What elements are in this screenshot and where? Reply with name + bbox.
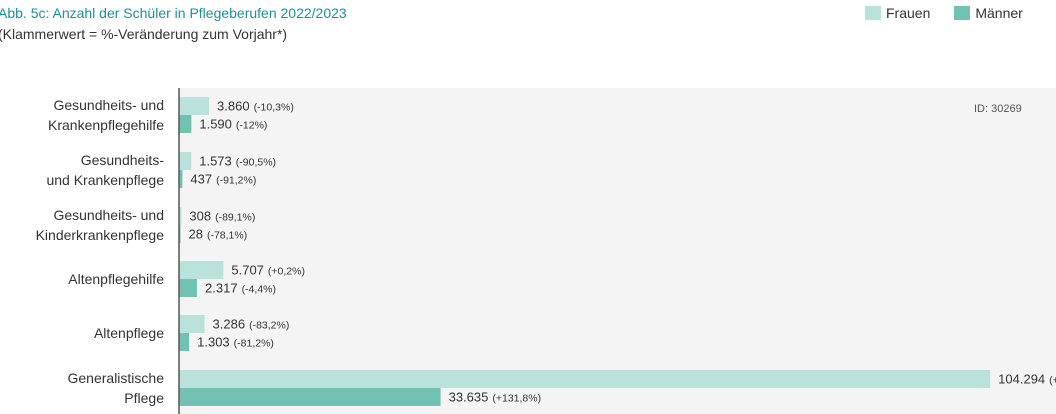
category-label: Altenpflege	[94, 325, 164, 341]
change-percent: (-89,1%)	[215, 212, 255, 224]
chart-id-label: ID: 30269	[974, 103, 1022, 115]
legend-item-maenner: Männer	[954, 5, 1023, 21]
legend-swatch-maenner	[954, 6, 971, 20]
change-percent: (-10,3%)	[254, 102, 294, 114]
data-label-maenner: 28 (-78,1%)	[189, 227, 248, 242]
legend-swatch-frauen	[865, 6, 881, 20]
chart-subtitle: (Klammerwert = %-Veränderung zum Vorjahr…	[0, 26, 288, 42]
change-percent: (-12%)	[236, 120, 268, 132]
bar-frauen	[179, 261, 224, 279]
category-label: Gesundheits-	[81, 152, 165, 168]
change-percent: (-4,4%)	[242, 284, 276, 296]
data-value: 1.573	[199, 154, 232, 169]
category-label: Altenpflegehilfe	[68, 271, 164, 287]
bar-frauen	[179, 207, 182, 225]
data-label-frauen: 3.286 (-83,2%)	[213, 317, 290, 332]
bar-maenner	[179, 333, 190, 351]
data-value: 28	[189, 227, 203, 242]
category-label: Gesundheits- und	[53, 207, 164, 223]
data-label-maenner: 2.317 (-4,4%)	[205, 281, 276, 296]
category-label: Krankenpflegehilfe	[48, 117, 164, 133]
data-label-maenner: 1.303 (-81,2%)	[197, 335, 274, 350]
data-label-frauen: 3.860 (-10,3%)	[217, 99, 294, 114]
data-label-frauen: 5.707 (+0,2%)	[231, 263, 305, 278]
bar-frauen	[179, 152, 192, 170]
data-label-maenner: 1.590 (-12%)	[199, 117, 267, 132]
data-label-frauen: 1.573 (-90,5%)	[199, 154, 276, 169]
change-percent: (+0,2%)	[268, 266, 305, 278]
bar-frauen	[179, 97, 210, 115]
data-value: 437	[190, 172, 212, 187]
data-label-frauen: 308 (-89,1%)	[189, 209, 255, 224]
data-value: 5.707	[231, 263, 264, 278]
category-label: Kinderkrankenpflege	[36, 227, 165, 243]
data-value: 3.860	[217, 99, 250, 114]
bar-maenner	[179, 279, 198, 297]
change-percent: (+131,8%)	[492, 393, 541, 405]
change-percent: (-81,2%)	[234, 338, 274, 350]
plot-background	[179, 88, 1056, 414]
bar-maenner	[179, 115, 192, 133]
data-value: 1.303	[197, 335, 230, 350]
category-label: Generalistische	[68, 370, 165, 386]
data-label-frauen: 104.294 (+134,9%)	[998, 372, 1056, 387]
chart-legend: Frauen Männer	[865, 5, 1047, 21]
chart-title: Abb. 5c: Anzahl der Schüler in Pflegeber…	[0, 5, 347, 21]
legend-item-frauen: Frauen	[865, 5, 930, 21]
legend-label-frauen: Frauen	[886, 5, 931, 21]
data-value: 104.294	[998, 372, 1045, 387]
change-percent: (-90,5%)	[236, 157, 276, 169]
data-value: 33.635	[449, 390, 489, 405]
data-value: 3.286	[213, 317, 246, 332]
change-percent: (+134,9%)	[1049, 375, 1056, 387]
data-value: 2.317	[205, 281, 238, 296]
bar-frauen	[179, 315, 205, 333]
category-label: und Krankenpflege	[46, 172, 164, 188]
change-percent: (-78,1%)	[207, 230, 247, 242]
category-label: Gesundheits- und	[53, 97, 164, 113]
data-value: 308	[189, 209, 211, 224]
category-label: Pflege	[124, 390, 164, 406]
data-value: 1.590	[199, 117, 232, 132]
change-percent: (-83,2%)	[249, 320, 289, 332]
change-percent: (-91,2%)	[216, 175, 256, 187]
legend-label-maenner: Männer	[975, 5, 1023, 21]
data-label-maenner: 33.635 (+131,8%)	[449, 390, 542, 405]
data-label-maenner: 437 (-91,2%)	[190, 172, 256, 187]
bar-frauen	[179, 370, 991, 388]
bar-maenner	[179, 388, 441, 406]
bar-maenner	[179, 170, 183, 188]
